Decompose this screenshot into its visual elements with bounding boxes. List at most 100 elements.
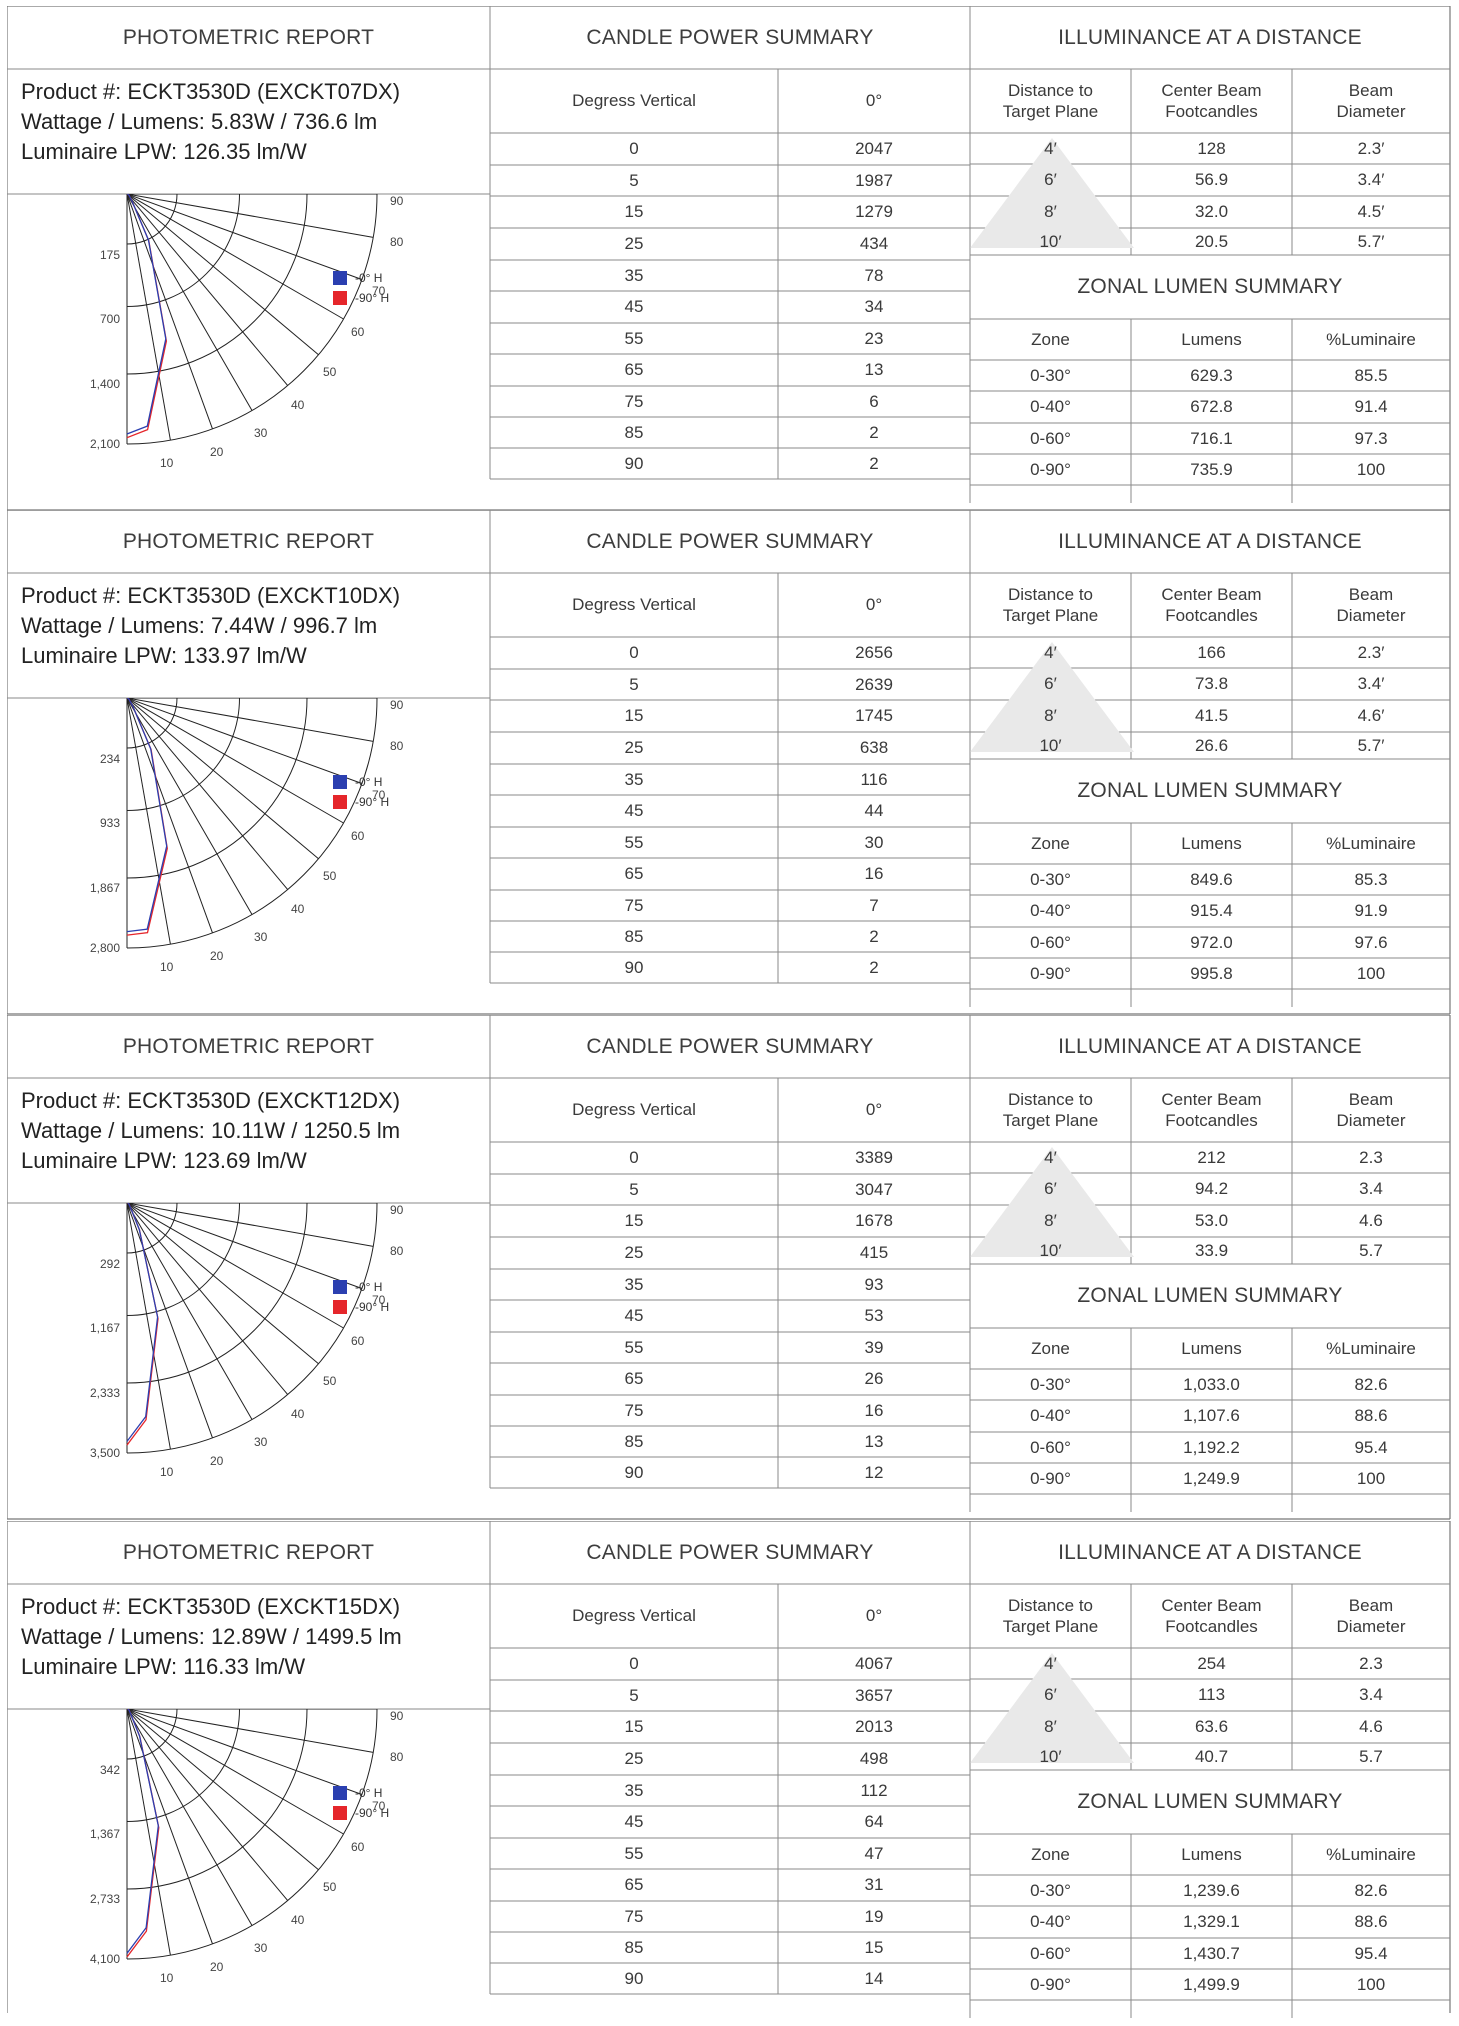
candle-degree-cell: 25 — [624, 738, 644, 757]
polar-ray — [126, 1709, 363, 1795]
legend-90h-label: -90° H — [355, 795, 390, 809]
polar-ray — [126, 1709, 344, 1835]
beam-diameter-col-header-line1: Beam — [1348, 1595, 1394, 1615]
product-lpw: Luminaire LPW: 126.35 lm/W — [21, 139, 307, 164]
distance-cell: 10′ — [1039, 735, 1062, 755]
beam-diameter-col-header-line1: Beam — [1348, 1089, 1394, 1109]
candle-degree-cell: 65 — [624, 360, 644, 379]
zone-lumens-cell: 1,329.1 — [1183, 1912, 1240, 1931]
polar-radial-label: 1,367 — [89, 1827, 120, 1841]
product-wattage: Wattage / Lumens: 12.89W / 1499.5 lm — [21, 1624, 402, 1649]
candle-power-summary-header: CANDLE POWER SUMMARY — [586, 25, 874, 49]
candle-degree-cell: 85 — [624, 422, 644, 442]
footcandles-cell: 73.8 — [1194, 674, 1229, 693]
candle-value-cell: 93 — [864, 1274, 884, 1294]
center-beam-col-header-line1: Center Beam — [1161, 1089, 1262, 1109]
footcandles-cell: 20.5 — [1194, 231, 1229, 251]
distance-col-header: Distance to Target Plane — [970, 573, 1131, 637]
polar-ray — [126, 698, 289, 890]
zonal-lumen-header: ZONAL LUMEN SUMMARY — [1077, 275, 1343, 298]
polar-ray — [126, 698, 363, 784]
polar-ray — [126, 194, 374, 238]
zone-cell: 0-60° — [1030, 932, 1071, 952]
polar-ray — [126, 194, 363, 280]
zero-degree-col-header: 0° — [865, 91, 883, 110]
polar-angle-label: 30 — [254, 1941, 268, 1955]
zone-cell: 0-40° — [1030, 397, 1071, 416]
curve-0h — [126, 698, 168, 933]
candle-value-cell: 19 — [864, 1906, 884, 1926]
candle-degree-cell: 75 — [624, 391, 644, 411]
polar-ray — [126, 1203, 253, 1420]
illuminance-header: ILLUMINANCE AT A DISTANCE — [1058, 25, 1362, 49]
candle-degree-cell: 45 — [624, 297, 644, 316]
zero-degree-col-header: 0° — [865, 595, 883, 614]
polar-angle-label: 30 — [254, 1435, 268, 1449]
legend-90h-swatch — [333, 1300, 347, 1314]
zone-pct-cell: 100 — [1356, 1974, 1386, 1994]
zone-cell: 0-90° — [1030, 1468, 1071, 1488]
polar-ray — [126, 698, 253, 915]
footcandles-cell: 128 — [1197, 138, 1226, 158]
candle-degree-cell: 75 — [624, 1906, 644, 1926]
polar-ray — [126, 1203, 319, 1365]
polar-ray — [126, 698, 344, 824]
curve-0h — [126, 1709, 159, 1954]
polar-angle-label: 60 — [351, 829, 365, 843]
polar-angle-label: 30 — [254, 426, 268, 440]
distance-cell: 8′ — [1044, 1211, 1057, 1230]
zone-cell: 0-40° — [1030, 1406, 1071, 1425]
distance-cell: 8′ — [1044, 706, 1057, 725]
candle-value-cell: 16 — [864, 864, 884, 883]
polar-radial-label: 175 — [99, 248, 120, 262]
polar-angle-label: 70 — [372, 788, 386, 802]
polar-angle-label: 50 — [323, 869, 337, 883]
distance-cell: 6′ — [1044, 170, 1057, 189]
candle-degree-cell: 5 — [629, 1685, 639, 1705]
footcandles-cell: 40.7 — [1194, 1746, 1229, 1766]
photometric-report-header: PHOTOMETRIC REPORT — [122, 25, 375, 49]
illuminance-header: ILLUMINANCE AT A DISTANCE — [1058, 1034, 1362, 1058]
polar-angle-label: 70 — [372, 1293, 386, 1307]
candle-value-cell: 31 — [864, 1875, 884, 1894]
product-lpw: Luminaire LPW: 116.33 lm/W — [21, 1654, 306, 1679]
zone-pct-cell: 100 — [1356, 1468, 1386, 1488]
beam-diameter-col-header: Beam Diameter — [1292, 69, 1450, 133]
candle-value-cell: 7 — [869, 895, 879, 915]
polar-angle-label: 90 — [390, 194, 404, 208]
polar-radial-label: 933 — [99, 816, 120, 830]
product-lpw: Luminaire LPW: 133.97 lm/W — [21, 643, 307, 668]
candle-value-cell: 47 — [864, 1843, 884, 1863]
beam-diameter-cell: 2.3′ — [1357, 642, 1385, 662]
candle-degree-cell: 65 — [624, 864, 644, 883]
zone-lumens-cell: 1,033.0 — [1183, 1374, 1240, 1394]
polar-arc — [126, 1203, 178, 1254]
candle-degree-cell: 55 — [624, 328, 644, 348]
product-product: Product #: ECKT3530D (EXCKT15DX) — [21, 1594, 401, 1619]
legend-90h-label: -90° H — [355, 1806, 390, 1820]
distance-cell: 6′ — [1044, 674, 1057, 693]
zone-col-header: Zone — [1031, 1844, 1070, 1864]
illuminance-header: ILLUMINANCE AT A DISTANCE — [1058, 529, 1362, 553]
polar-arc — [126, 194, 308, 375]
zone-lumens-cell: 995.8 — [1190, 963, 1233, 983]
polar-ray — [126, 194, 213, 430]
beam-diameter-cell: 4.6 — [1359, 1211, 1383, 1230]
candle-value-cell: 64 — [864, 1812, 884, 1831]
center-beam-col-header: Center Beam Footcandles — [1131, 1078, 1292, 1142]
candle-degree-cell: 5 — [629, 170, 639, 190]
center-beam-col-header-line1: Center Beam — [1161, 584, 1262, 604]
beam-diameter-cell: 3.4 — [1359, 1179, 1383, 1198]
distance-col-header-line1: Distance to — [1007, 584, 1094, 604]
degrees-vertical-col-header: Degress Vertical — [572, 1100, 696, 1119]
center-beam-col-header-line2: Footcandles — [1165, 1111, 1258, 1130]
zone-pct-cell: 88.6 — [1354, 1406, 1388, 1425]
polar-arc — [126, 194, 240, 307]
lumens-col-header: Lumens — [1181, 329, 1242, 349]
lumens-col-header: Lumens — [1181, 1844, 1242, 1864]
candle-value-cell: 498 — [859, 1749, 889, 1768]
candle-value-cell: 3389 — [855, 1148, 893, 1167]
polar-angle-label: 10 — [160, 456, 174, 470]
beam-diameter-cell: 4.6 — [1359, 1717, 1383, 1736]
beam-diameter-cell: 3.4′ — [1357, 170, 1385, 189]
